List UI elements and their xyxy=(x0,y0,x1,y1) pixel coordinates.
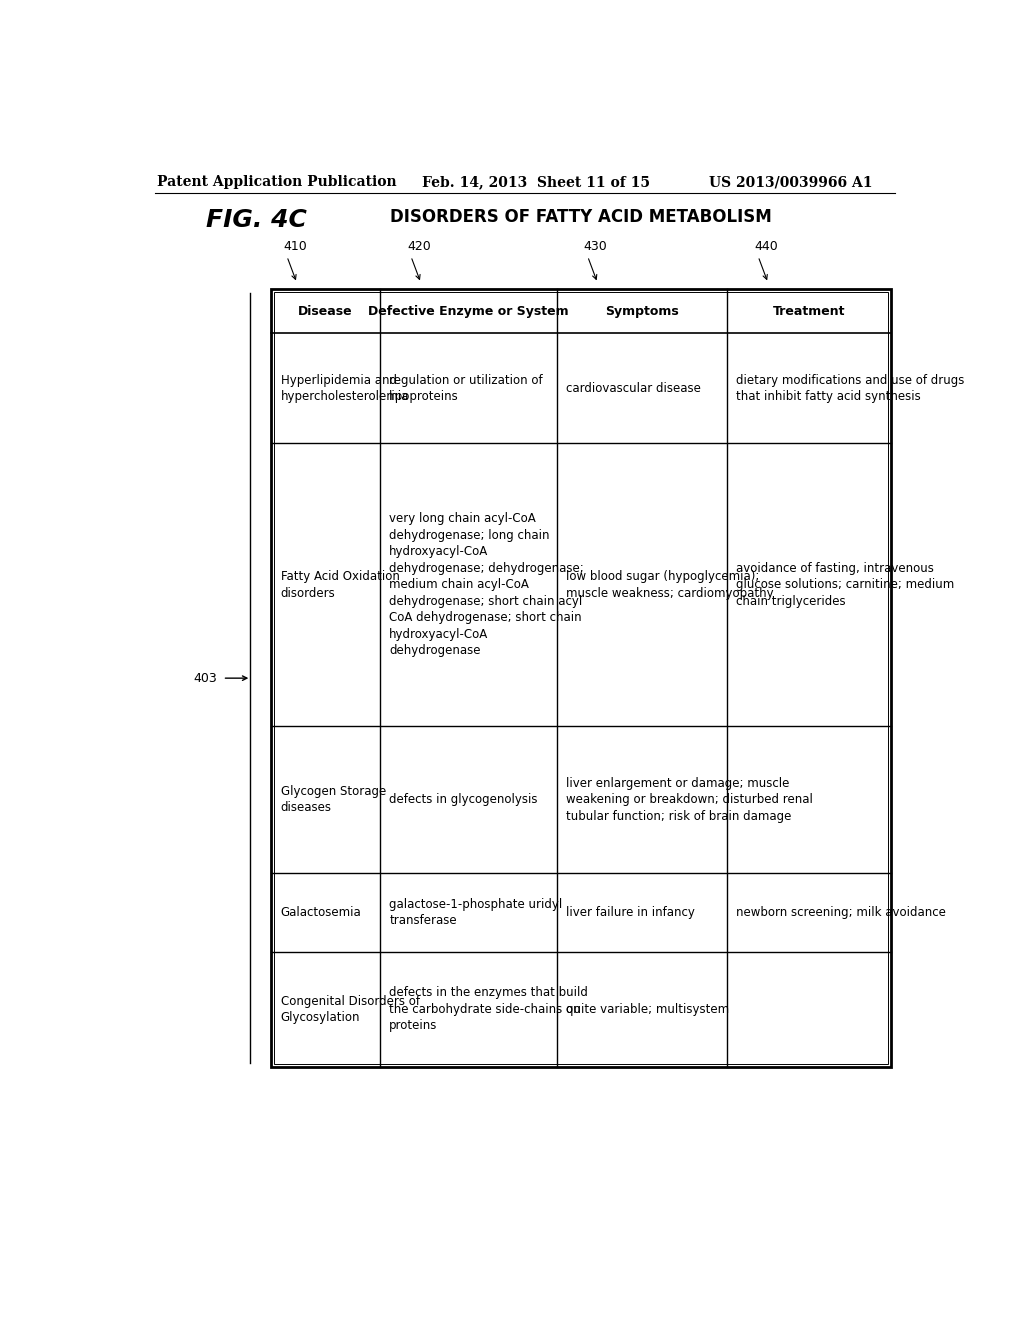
Bar xyxy=(271,289,891,1067)
Text: Galactosemia: Galactosemia xyxy=(281,906,361,919)
Text: regulation or utilization of
lipoproteins: regulation or utilization of lipoprotein… xyxy=(389,374,543,403)
Text: Congenital Disorders of
Glycosylation: Congenital Disorders of Glycosylation xyxy=(281,994,420,1024)
Text: low blood sugar (hypoglycemia);
muscle weakness; cardiomyopathy: low blood sugar (hypoglycemia); muscle w… xyxy=(566,570,773,599)
Text: FIG. 4C: FIG. 4C xyxy=(206,209,306,232)
Text: dietary modifications and use of drugs
that inhibit fatty acid synthesis: dietary modifications and use of drugs t… xyxy=(736,374,965,403)
Text: Patent Application Publication: Patent Application Publication xyxy=(158,176,397,189)
Text: 430: 430 xyxy=(584,240,607,253)
Text: Symptoms: Symptoms xyxy=(605,305,679,318)
Text: Defective Enzyme or System: Defective Enzyme or System xyxy=(368,305,568,318)
Text: Feb. 14, 2013  Sheet 11 of 15: Feb. 14, 2013 Sheet 11 of 15 xyxy=(423,176,650,189)
Text: 403: 403 xyxy=(194,672,217,685)
Text: defects in glycogenolysis: defects in glycogenolysis xyxy=(389,793,538,807)
Text: cardiovascular disease: cardiovascular disease xyxy=(566,381,700,395)
Text: Glycogen Storage
diseases: Glycogen Storage diseases xyxy=(281,785,386,814)
Text: liver failure in infancy: liver failure in infancy xyxy=(566,906,694,919)
Text: avoidance of fasting, intravenous
glucose solutions; carnitine; medium
chain tri: avoidance of fasting, intravenous glucos… xyxy=(736,562,954,609)
Text: US 2013/0039966 A1: US 2013/0039966 A1 xyxy=(710,176,872,189)
Text: very long chain acyl-CoA
dehydrogenase; long chain
hydroxyacyl-CoA
dehydrogenase: very long chain acyl-CoA dehydrogenase; … xyxy=(389,512,584,657)
Bar xyxy=(274,293,888,1064)
Text: newborn screening; milk avoidance: newborn screening; milk avoidance xyxy=(736,906,946,919)
Text: 410: 410 xyxy=(283,240,307,253)
Text: Treatment: Treatment xyxy=(773,305,846,318)
Text: quite variable; multisystem: quite variable; multisystem xyxy=(566,1003,729,1016)
Text: liver enlargement or damage; muscle
weakening or breakdown; disturbed renal
tubu: liver enlargement or damage; muscle weak… xyxy=(566,776,813,822)
Text: Disease: Disease xyxy=(298,305,353,318)
Text: defects in the enzymes that build
the carbohydrate side-chains on
proteins: defects in the enzymes that build the ca… xyxy=(389,986,588,1032)
Text: 420: 420 xyxy=(407,240,431,253)
Text: 440: 440 xyxy=(755,240,778,253)
Text: Hyperlipidemia and
hypercholesterolemia: Hyperlipidemia and hypercholesterolemia xyxy=(281,374,409,403)
Text: Fatty Acid Oxidation
disorders: Fatty Acid Oxidation disorders xyxy=(281,570,399,599)
Text: DISORDERS OF FATTY ACID METABOLISM: DISORDERS OF FATTY ACID METABOLISM xyxy=(390,209,772,227)
Text: galactose-1-phosphate uridyl
transferase: galactose-1-phosphate uridyl transferase xyxy=(389,898,562,927)
